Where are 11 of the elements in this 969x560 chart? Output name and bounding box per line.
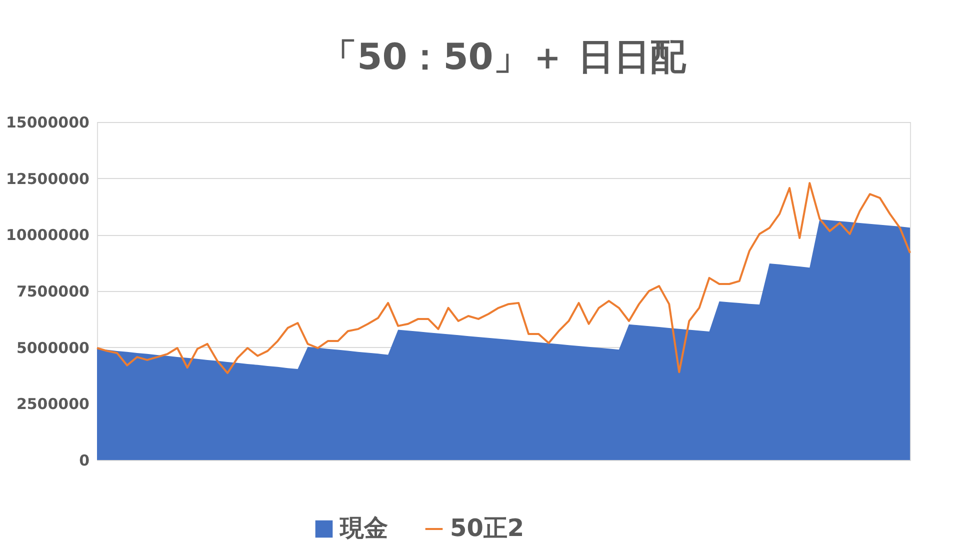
- legend-label: 50正2: [450, 514, 524, 542]
- chart-title: 「50：50」＋ 日日配: [321, 37, 687, 78]
- y-tick-label: 12500000: [6, 170, 90, 188]
- y-tick-label: 7500000: [16, 282, 90, 300]
- y-tick-label: 15000000: [6, 114, 90, 132]
- y-tick-label: 2500000: [16, 395, 90, 414]
- line-series: [96, 182, 911, 374]
- y-tick-label: 5000000: [16, 338, 90, 357]
- legend-label: 現金: [339, 514, 388, 542]
- y-tick-label: 0: [79, 452, 90, 470]
- y-tick-label: 10000000: [6, 226, 90, 244]
